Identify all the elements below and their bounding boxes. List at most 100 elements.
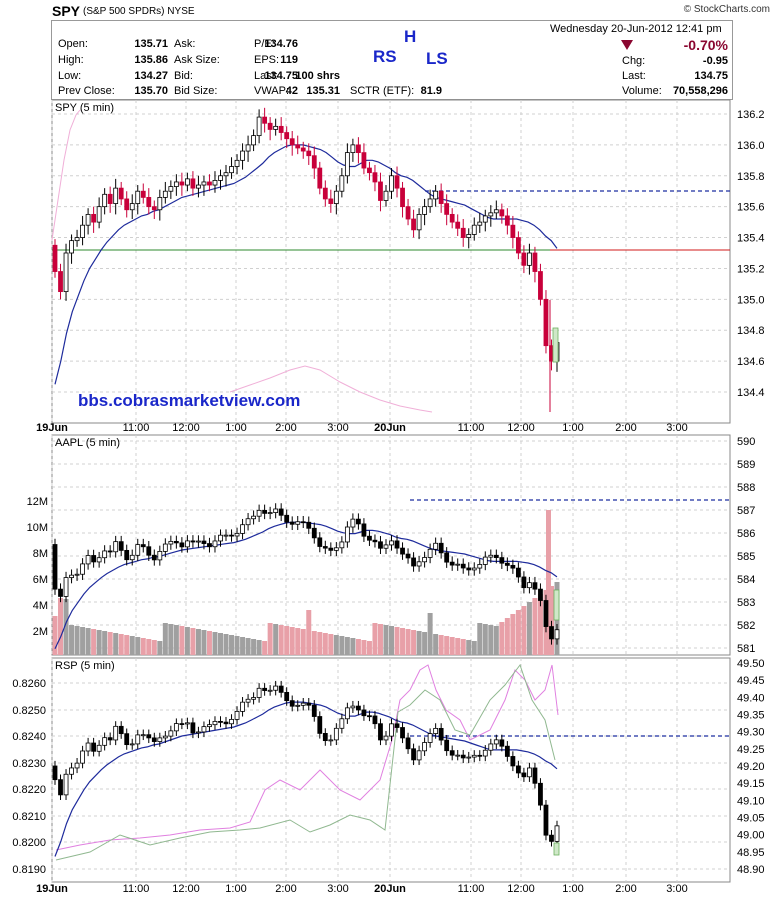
aapl-candle	[554, 629, 560, 640]
rsp-candle	[344, 707, 350, 720]
aapl-candle	[311, 527, 317, 539]
spy-candle	[504, 215, 510, 226]
quote-value: 42	[285, 85, 298, 97]
spy-candle	[433, 190, 439, 200]
spy-candle	[339, 175, 345, 192]
aapl-candle	[356, 518, 361, 525]
aapl-candle	[543, 600, 549, 627]
spy-candle	[96, 206, 102, 223]
spy-candle	[124, 198, 130, 211]
aapl-candle	[256, 509, 262, 517]
volume-bar	[251, 639, 257, 655]
rsp-candle	[477, 754, 483, 757]
volume-bar	[499, 622, 505, 655]
x-tick-label: 1:00	[225, 422, 246, 434]
rsp-candle	[449, 750, 455, 756]
spy-candle	[284, 132, 290, 140]
symbol-description: (S&P 500 SPDRs) NYSE	[83, 6, 195, 17]
aapl-candle	[146, 546, 152, 556]
spy-candle	[278, 125, 284, 133]
rsp-candle	[229, 718, 234, 725]
volume-bar	[212, 632, 218, 655]
y-tick-label: 136.2	[737, 109, 765, 121]
spy-candle	[157, 196, 163, 211]
rsp-candle	[488, 743, 494, 751]
aapl-candle	[389, 540, 394, 546]
quote-label: Ask Size:	[174, 54, 220, 66]
rsp-candle	[74, 762, 80, 769]
rsp-candle	[306, 702, 312, 706]
spy-candle	[151, 206, 157, 211]
rsp-candle	[107, 737, 113, 741]
aapl-candle	[504, 562, 510, 566]
rsp-candle	[328, 739, 334, 742]
aapl-candle	[400, 547, 405, 555]
rsp-candle	[140, 734, 146, 737]
rsp-candle	[124, 733, 130, 746]
y-tick-label: 49.25	[737, 744, 765, 756]
exchange: NYSE	[167, 6, 195, 17]
volume-bar	[493, 626, 499, 655]
rsp-candle	[102, 737, 108, 746]
rsp-candle	[504, 745, 510, 757]
y-tick-label: 134.8	[737, 325, 765, 337]
spy-candle	[218, 175, 223, 181]
spy-candle	[107, 193, 113, 204]
rsp-candle	[416, 750, 422, 761]
spy-candle	[251, 135, 256, 146]
volume-bar	[372, 623, 378, 655]
change-percent: -0.70%	[683, 37, 728, 53]
aapl-candle	[85, 555, 91, 565]
rsp-candle	[455, 754, 461, 757]
spy-candle	[223, 172, 229, 177]
rsp-candle	[146, 734, 152, 739]
volume-bar	[416, 631, 422, 655]
aapl-candle	[438, 542, 444, 554]
spy-candle	[179, 181, 185, 186]
volume-bar	[173, 625, 179, 655]
y-tick-label: 135.6	[737, 202, 765, 214]
chart-header: SPY (S&P 500 SPDRs) NYSE © StockCharts.c…	[0, 0, 780, 20]
spy-candle	[273, 125, 279, 130]
rsp-candle	[510, 756, 516, 767]
rsp-candle	[411, 748, 416, 761]
spy-candle	[471, 224, 477, 235]
volume-bar	[521, 606, 527, 655]
quote-label: Last:	[254, 70, 278, 82]
y-tick-label: 135.4	[737, 233, 765, 245]
volume-bar	[267, 623, 273, 655]
y-tick-label: 590	[737, 436, 755, 448]
spy-candle	[63, 252, 69, 293]
spy-candle	[102, 193, 108, 208]
spy-candle	[190, 178, 196, 189]
quote-value: 70,558,296	[672, 85, 728, 97]
y-tick-label: 49.00	[737, 830, 765, 842]
stockcharts-logo[interactable]: © StockCharts.com	[683, 4, 770, 15]
down-arrow-icon	[621, 40, 633, 50]
rsp-candle	[151, 737, 157, 742]
volume-bar	[168, 624, 174, 655]
quote-label: Bid:	[174, 70, 193, 82]
x-tick-label: 12:00	[172, 422, 200, 434]
rsp-candle	[173, 723, 179, 732]
rsp-candle	[251, 697, 256, 700]
volume-bar	[278, 625, 284, 655]
rsp-candle	[135, 734, 141, 745]
volume-bar	[394, 627, 400, 655]
volume-tick-label: 2M	[33, 626, 48, 638]
y-tick-label: 583	[737, 597, 755, 609]
y-tick-label: 588	[737, 482, 755, 494]
rsp-candle	[267, 689, 273, 692]
aapl-candle	[527, 582, 532, 589]
spy-candle	[477, 221, 483, 226]
rsp-candle	[129, 743, 135, 746]
rsp-candle	[433, 727, 439, 734]
aapl-candle	[433, 542, 439, 550]
y-tick-label: 49.50	[737, 658, 765, 670]
x-tick-label: 3:00	[666, 422, 687, 434]
x-tick-label: 11:00	[123, 422, 150, 434]
aapl-candle	[201, 540, 207, 544]
rsp-candle	[58, 779, 63, 796]
y-tick-label: 589	[737, 459, 755, 471]
quote-label: Prev Close:	[58, 85, 115, 97]
